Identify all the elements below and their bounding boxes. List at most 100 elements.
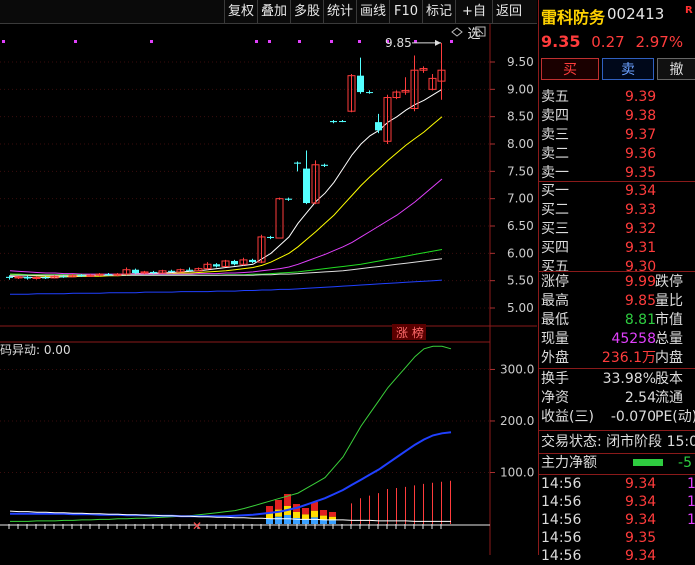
sell-button[interactable]: 卖 [602,58,654,80]
f10-button[interactable]: F10 [389,0,422,23]
last-price: 9.35 [541,32,581,51]
candle-body [186,269,193,271]
stock-name[interactable]: 雷科防务 [541,8,606,27]
stat-row: 收益(三) -0.070 PE(动) [539,407,695,427]
statistics-button[interactable]: 统计 [323,0,356,23]
candle-body [95,273,104,276]
stat-label-right: 流通 [655,390,683,406]
indicator-line [10,431,452,518]
cancel-order-button[interactable]: 撤 [657,58,695,80]
quote-panel: 雷科防务 002413 R 9.35 0.27 2.97% 买 卖 撤 卖五 9.… [538,0,695,564]
candle-body [239,259,248,265]
signal-marker [330,40,333,43]
candle-body [132,269,139,274]
candle-body [267,236,274,239]
volume-block [311,517,318,524]
butterfly-icon: ✕ [192,519,202,533]
add-watchlist-button[interactable]: +自选 [455,0,492,42]
adjust-button[interactable]: 复权 [224,0,257,23]
price-axis-label: 5.00 [507,301,534,315]
stock-code: 002413 [607,5,665,23]
candle-body [249,259,256,263]
ask-label: 卖二 [541,146,569,162]
volume-block [275,516,282,524]
volume-block [311,502,318,511]
stat-row: 最高 9.85 量比 [539,291,695,311]
candle-body [150,271,157,274]
volume-block [266,518,273,524]
tick-row: 14:56 9.34 1 [539,493,695,511]
tick-volume: 1 [687,494,695,510]
bid-price: 9.32 [625,221,657,237]
price-axis-label: 7.50 [507,164,534,178]
buy-button[interactable]: 买 [541,58,599,80]
ask-label: 卖五 [541,89,569,105]
candle-body [347,75,356,112]
stat-label-right: 市值 [655,312,683,328]
overlay-button[interactable]: 叠加 [257,0,290,23]
signal-marker [2,40,5,43]
bid-row[interactable]: 买三 9.32 [539,219,695,239]
volume-block [311,510,318,518]
bid-label: 买二 [541,202,569,218]
bid-row[interactable]: 买二 9.33 [539,200,695,220]
candle-body [24,276,31,279]
bid-row[interactable]: 买四 9.31 [539,238,695,258]
stat-label-right: 内盘 [655,350,683,366]
candle-body [419,68,428,71]
indicator-axis-label: 200.0 [500,414,534,428]
high-arrow-icon [435,39,441,46]
tick-price: 9.34 [625,512,657,528]
signal-marker [414,40,417,43]
mark-button[interactable]: 标记 [422,0,455,23]
candle-body [311,164,320,204]
volume-block [284,494,291,506]
stat-label: 外盘 [541,350,569,366]
tick-time: 14:56 [541,512,582,528]
limit-up-badge [392,324,426,340]
ask-price: 9.35 [625,165,657,181]
bid-label: 买三 [541,221,569,237]
candle-body [437,69,446,82]
volume-block [266,513,273,519]
draw-line-button[interactable]: 画线 [356,0,389,23]
ask-row[interactable]: 卖三 9.37 [539,125,695,145]
kline-chart[interactable]: 9.50 9.00 8.50 8.00 7.50 7.00 6.50 6.00 5.50 5.00… [0,24,537,555]
signal-marker [298,40,301,43]
stat-label-right: 股本 [655,371,683,387]
ask-price: 9.38 [625,108,657,124]
candle-body [303,168,310,204]
candle-body [213,264,220,267]
signal-marker [255,40,258,43]
trade-status-text: 交易状态: 闭市阶段 15:00 [541,434,695,450]
bid-price: 9.34 [625,183,657,199]
tick-price: 9.34 [625,494,657,510]
tick-row: 14:56 9.34 [539,547,695,565]
stat-value: 8.81 [624,312,656,328]
bid-row[interactable]: 买一 9.34 [539,181,695,201]
stat-label: 最低 [541,312,569,328]
stat-label: 涨停 [541,274,569,290]
ask-row[interactable]: 卖一 9.35 [539,163,695,183]
volume-block [329,512,336,517]
trade-status: 交易状态: 闭市阶段 15:00 [539,432,695,452]
stat-row: 净资 2.54 流通 [539,388,695,408]
stock-header: 雷科防务 002413 R [539,0,695,30]
candle-body [122,269,131,275]
maximize-icon-stroke [477,28,484,35]
stat-value: -0.070 [610,409,656,425]
multi-stock-button[interactable]: 多股 [290,0,323,23]
price-line: 9.35 0.27 2.97% [541,32,683,51]
ask-row[interactable]: 卖四 9.38 [539,106,695,126]
chart-toolbar: 复权 叠加 多股 统计 画线 F10 标记 +自选 返回 [0,0,537,42]
back-button[interactable]: 返回 [492,0,525,23]
candle-body [330,121,337,123]
stat-label-right: 量比 [655,293,683,309]
net-flow-bar [633,459,663,466]
tick-time: 14:56 [541,494,582,510]
stat-label: 净资 [541,390,569,406]
price-axis-label: 8.00 [507,137,534,151]
ask-row[interactable]: 卖五 9.39 [539,87,695,107]
candle-body [392,91,401,99]
ask-row[interactable]: 卖二 9.36 [539,144,695,164]
